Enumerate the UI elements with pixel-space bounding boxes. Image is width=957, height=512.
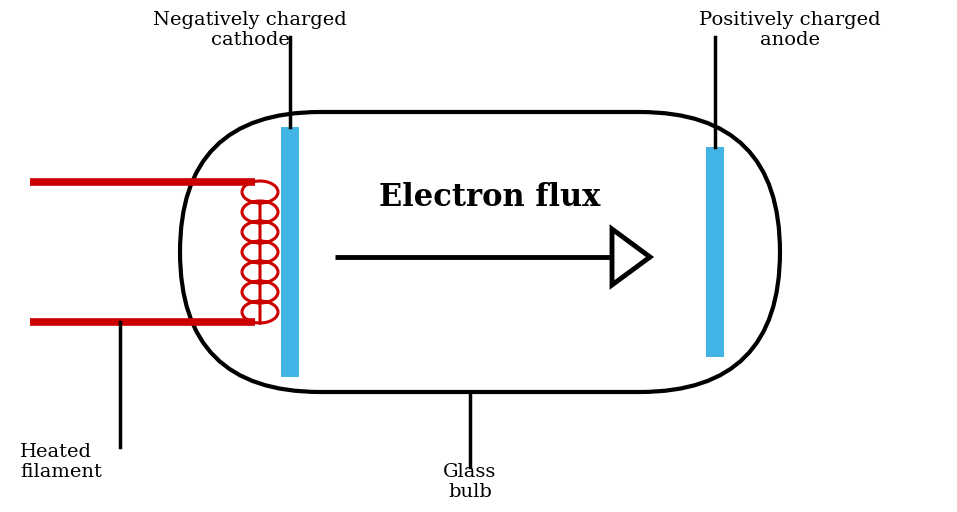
Polygon shape (612, 229, 650, 285)
Bar (706, 147, 724, 357)
Text: Glass
bulb: Glass bulb (443, 463, 497, 501)
Text: Negatively charged
cathode: Negatively charged cathode (153, 11, 346, 49)
FancyBboxPatch shape (180, 112, 780, 392)
Bar (281, 127, 299, 377)
Text: Heated
filament: Heated filament (20, 442, 101, 481)
Text: Electron flux: Electron flux (379, 181, 601, 212)
Text: Positively charged
anode: Positively charged anode (700, 11, 880, 49)
